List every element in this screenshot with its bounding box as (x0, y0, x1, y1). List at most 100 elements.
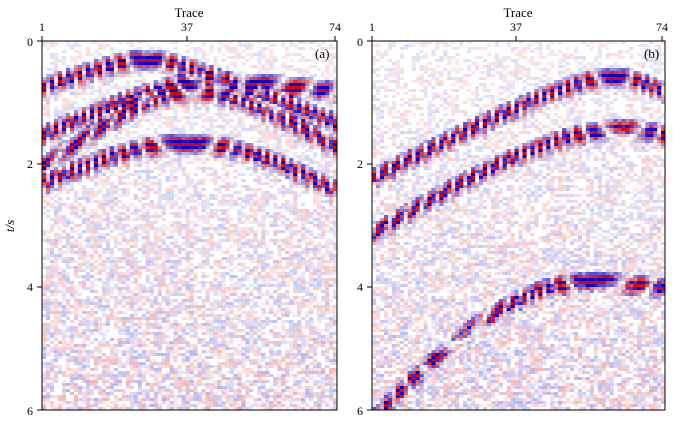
seismic-sample (85, 356, 91, 359)
seismic-sample (69, 359, 75, 362)
seismic-sample (49, 299, 55, 302)
seismic-sample (201, 254, 206, 257)
seismic-sample (117, 266, 122, 269)
seismic-sample (97, 227, 102, 230)
seismic-sample (241, 302, 246, 305)
seismic-sample (169, 59, 174, 62)
seismic-sample (133, 206, 138, 209)
seismic-sample (265, 275, 270, 278)
seismic-sample (229, 263, 234, 266)
seismic-sample (105, 101, 110, 104)
seismic-sample (229, 185, 234, 188)
seismic-sample (69, 128, 75, 131)
seismic-sample (205, 251, 210, 254)
seismic-sample (221, 140, 226, 143)
seismic-sample (117, 329, 122, 332)
seismic-sample (57, 86, 63, 89)
seismic-sample (257, 278, 262, 281)
seismic-sample (217, 80, 222, 83)
seismic-sample (61, 395, 67, 398)
seismic-sample (133, 362, 138, 365)
seismic-sample (233, 377, 238, 380)
seismic-sample (49, 254, 55, 257)
seismic-sample (181, 359, 186, 362)
seismic-sample (53, 365, 59, 368)
seismic-sample (213, 371, 218, 374)
seismic-sample (42, 107, 47, 110)
seismic-sample (129, 275, 134, 278)
x-axis-title-a: Trace (174, 5, 203, 20)
seismic-sample (265, 404, 270, 407)
seismic-sample (261, 236, 266, 239)
seismic-sample (153, 149, 158, 152)
seismic-sample (53, 71, 59, 74)
seismic-sample (145, 245, 150, 248)
seismic-sample (209, 74, 214, 77)
seismic-sample (197, 368, 202, 371)
seismic-sample (189, 278, 194, 281)
seismic-sample (113, 368, 118, 371)
seismic-sample (253, 98, 258, 101)
seismic-sample (237, 80, 242, 83)
seismic-sample (61, 401, 67, 404)
seismic-sample (65, 365, 71, 368)
seismic-sample (245, 161, 250, 164)
seismic-sample (149, 305, 154, 308)
seismic-sample (233, 86, 238, 89)
seismic-sample (165, 71, 170, 74)
seismic-sample (121, 206, 126, 209)
seismic-sample (121, 344, 126, 347)
seismic-sample (217, 89, 222, 92)
seismic-sample (245, 200, 250, 203)
seismic-sample (233, 203, 238, 206)
seismic-sample (193, 395, 198, 398)
seismic-sample (85, 161, 91, 164)
seismic-sample (61, 281, 67, 284)
seismic-sample (121, 371, 126, 374)
seismic-sample (81, 278, 87, 281)
seismic-sample (73, 158, 79, 161)
seismic-sample (141, 227, 146, 230)
seismic-sample (257, 131, 262, 134)
seismic-sample (57, 197, 63, 200)
seismic-sample (125, 53, 130, 56)
seismic-sample (217, 203, 222, 206)
seismic-sample (73, 371, 79, 374)
seismic-sample (153, 260, 158, 263)
seismic-sample (109, 377, 114, 380)
seismic-sample (113, 146, 118, 149)
seismic-sample (205, 365, 210, 368)
seismic-sample (205, 128, 210, 131)
seismic-sample (177, 245, 182, 248)
seismic-sample (153, 233, 158, 236)
seismic-sample (265, 200, 270, 203)
seismic-sample (133, 392, 138, 395)
seismic-sample (233, 353, 238, 356)
seismic-sample (113, 104, 118, 107)
seismic-sample (65, 152, 71, 155)
seismic-sample (225, 95, 230, 98)
seismic-sample (189, 293, 194, 296)
seismic-sample (233, 224, 238, 227)
seismic-sample (125, 407, 130, 410)
seismic-sample (245, 311, 250, 314)
seismic-sample (73, 299, 79, 302)
seismic-sample (197, 338, 202, 341)
seismic-sample (233, 191, 238, 194)
seismic-sample (269, 332, 274, 335)
seismic-sample (249, 329, 254, 332)
seismic-sample (229, 95, 234, 98)
seismic-sample (201, 407, 206, 410)
seismic-sample (229, 152, 234, 155)
seismic-sample (149, 362, 154, 365)
seismic-sample (85, 221, 91, 224)
seismic-sample (81, 113, 87, 116)
seismic-sample (57, 158, 63, 161)
seismic-sample (269, 50, 274, 53)
seismic-sample (225, 170, 230, 173)
seismic-sample (221, 290, 226, 293)
seismic-sample (173, 344, 178, 347)
seismic-sample (269, 389, 274, 392)
seismic-sample (177, 155, 182, 158)
seismic-sample (129, 350, 134, 353)
